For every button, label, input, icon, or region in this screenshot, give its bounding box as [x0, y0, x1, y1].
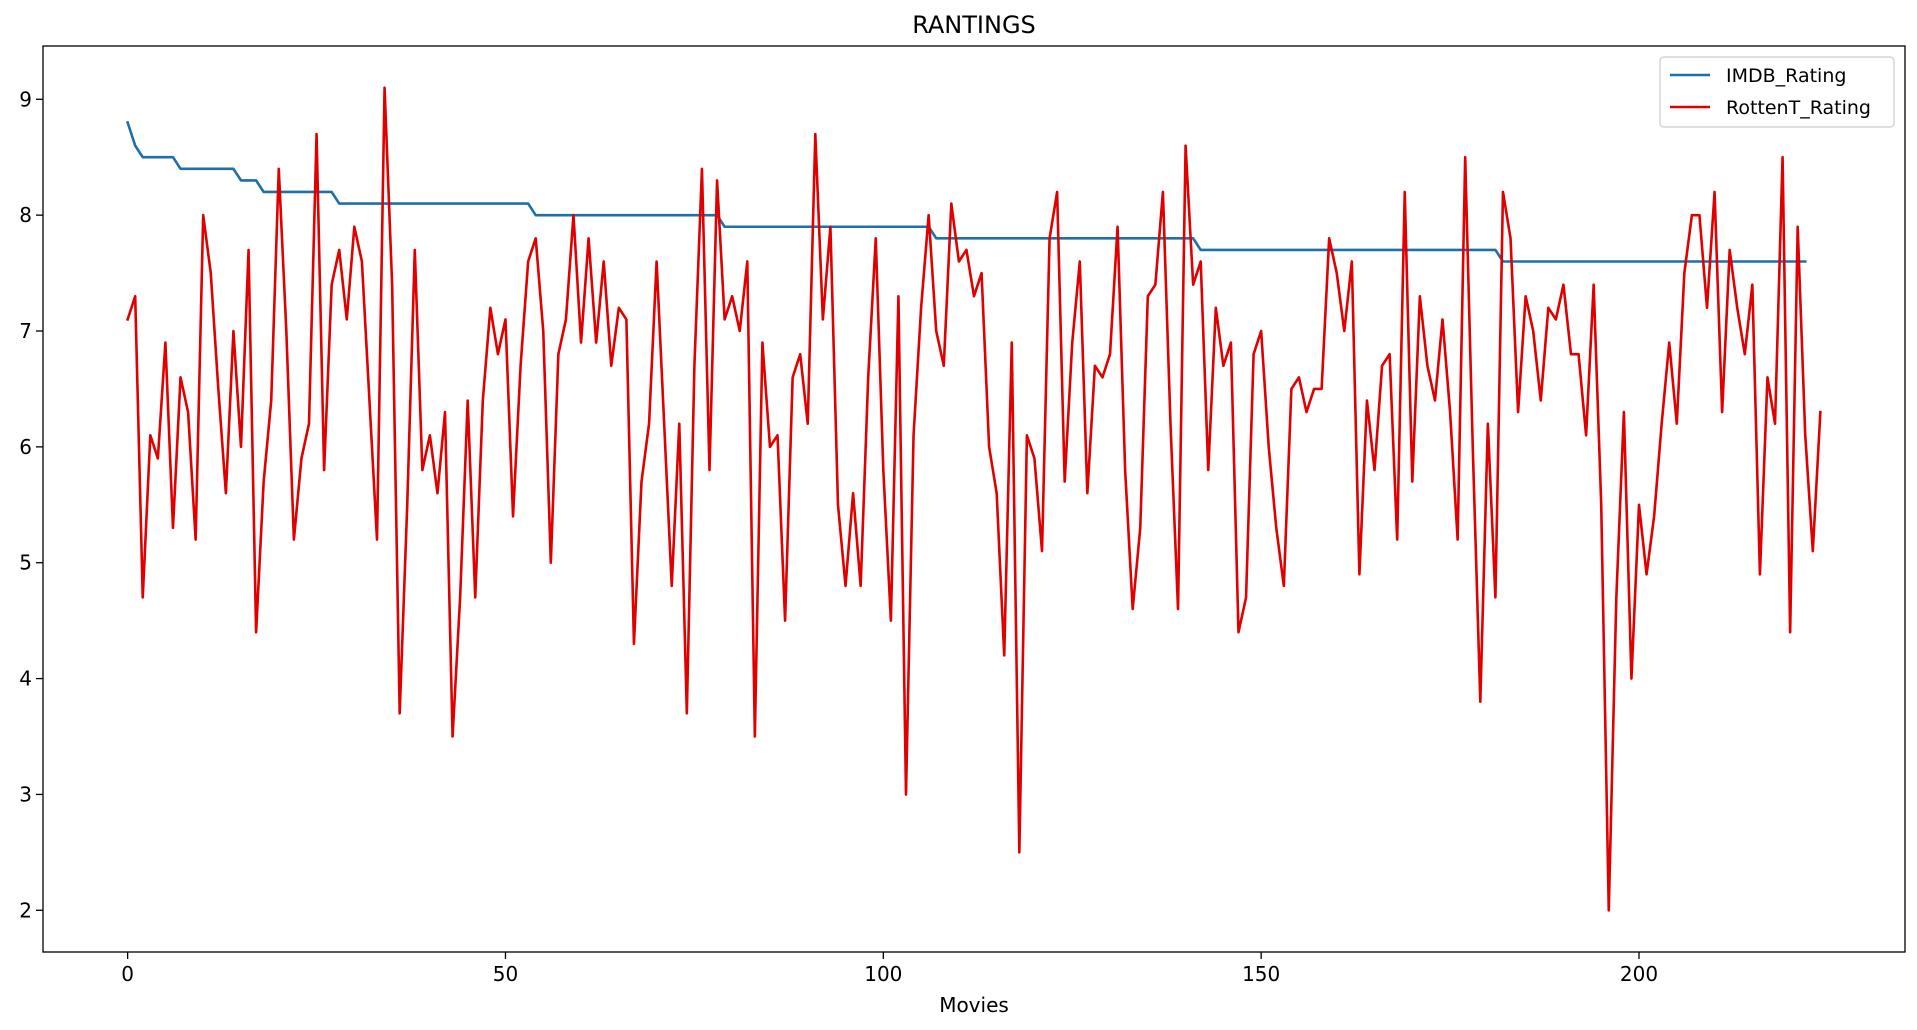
y-tick-label: 5	[19, 551, 32, 575]
y-tick-label: 9	[19, 87, 32, 111]
legend-box	[1659, 56, 1895, 128]
y-tick-label: 4	[19, 667, 32, 691]
x-axis-label: Movies	[939, 993, 1009, 1017]
legend: IMDB_Rating RottenT_Rating	[1659, 56, 1895, 128]
x-tick-label: 100	[864, 962, 902, 986]
chart-title: RANTINGS	[912, 11, 1036, 39]
axes: 0 50 100 150 200 2 3 4 5 6 7 8 9	[19, 45, 1906, 986]
series-line-rottent-rating	[126, 86, 1822, 912]
y-tick-label: 6	[19, 435, 32, 459]
y-tick-label: 3	[19, 782, 32, 806]
axes-frame	[42, 45, 1906, 953]
legend-label-rottent-rating: RottenT_Rating	[1726, 97, 1871, 119]
y-tick-label: 2	[19, 898, 32, 922]
series-line-imdb-rating	[126, 120, 1807, 263]
x-tick-label: 50	[493, 962, 518, 986]
y-tick-label: 7	[19, 319, 32, 343]
x-tick-label: 0	[121, 962, 134, 986]
y-tick-label: 8	[19, 203, 32, 227]
x-tick-label: 200	[1620, 962, 1658, 986]
legend-label-imdb-rating: IMDB_Rating	[1726, 65, 1846, 87]
x-tick-label: 150	[1242, 962, 1280, 986]
plot-area	[126, 86, 1822, 912]
